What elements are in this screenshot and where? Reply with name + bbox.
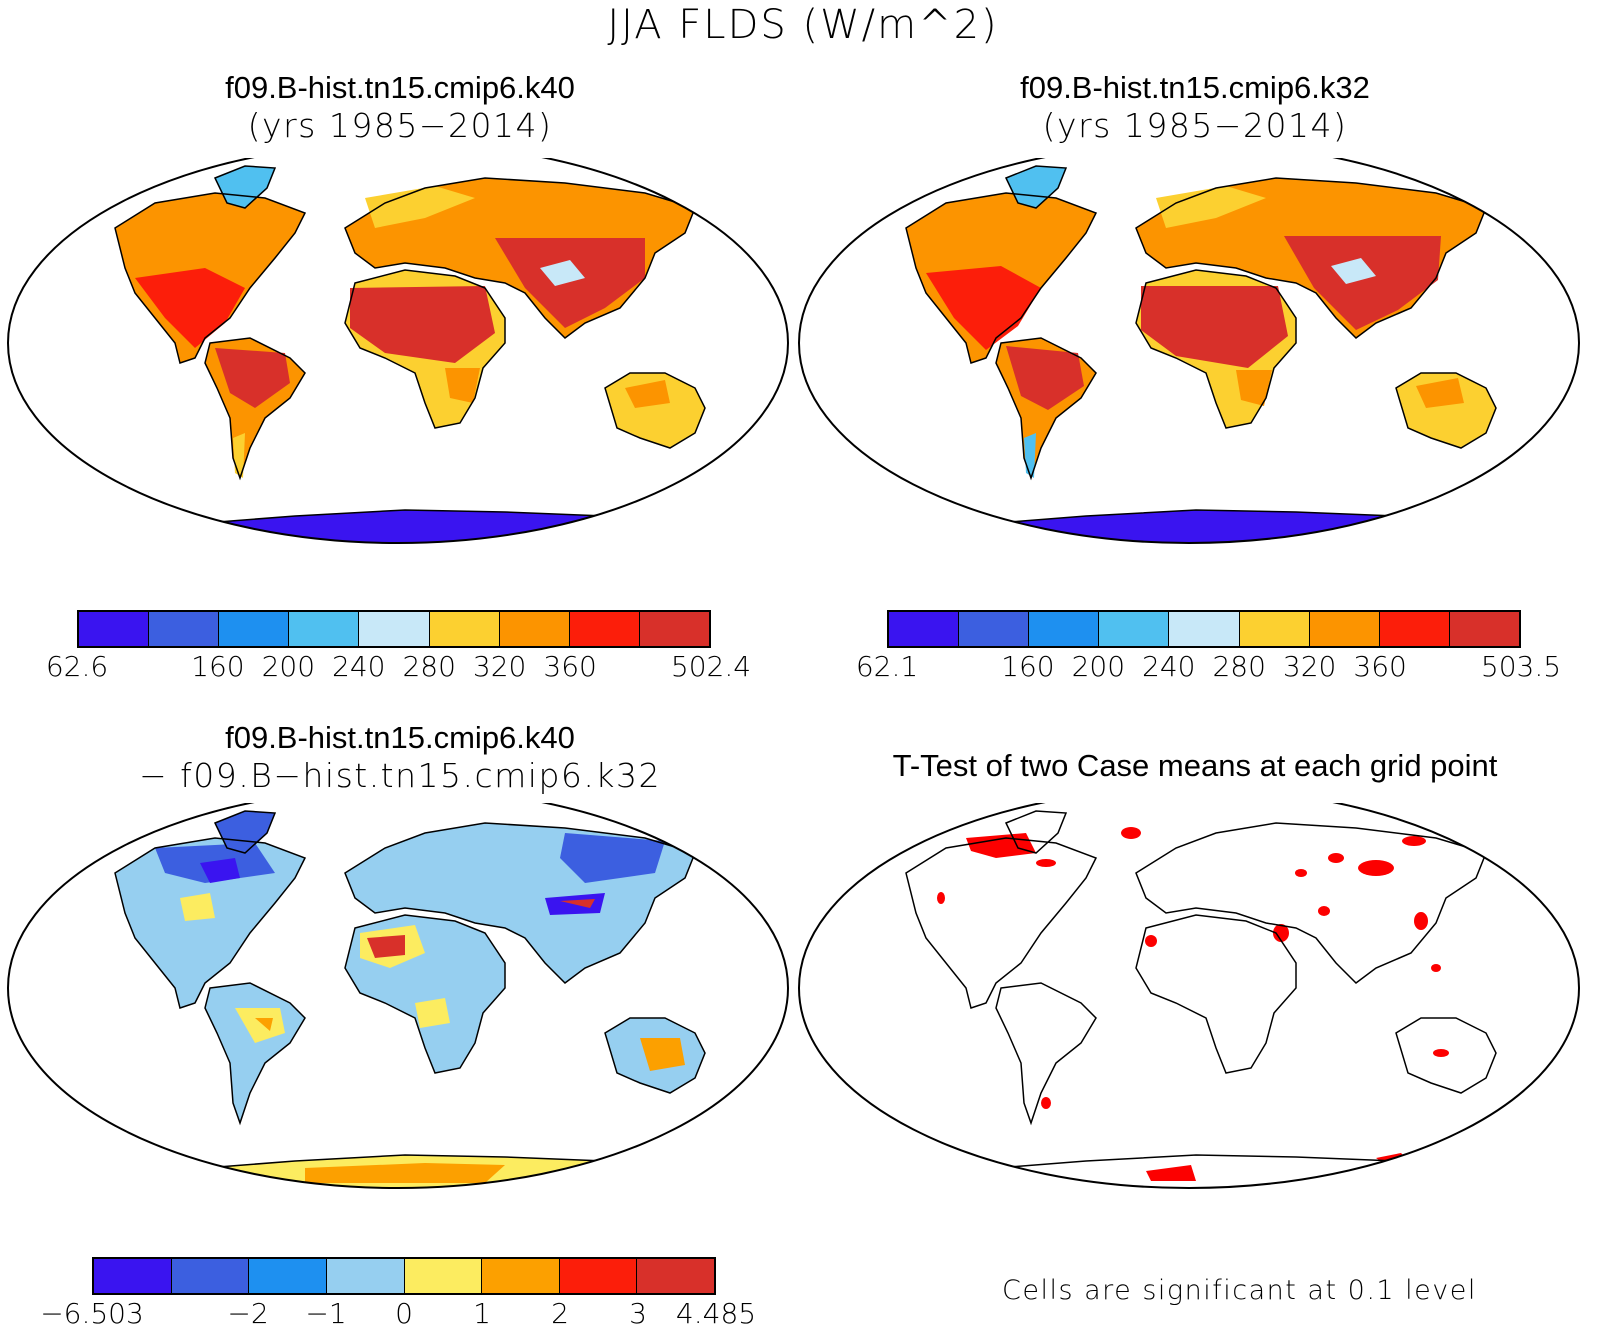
panel-k32-title-line2: (yrs 1985−2014) xyxy=(1042,106,1348,145)
colorbar-tick-label: 280 xyxy=(402,650,456,683)
colorbar-tick-label: −1 xyxy=(305,1297,347,1330)
colorbar-tick-label: 160 xyxy=(1001,650,1055,683)
colorbar-swatch xyxy=(1379,612,1450,646)
colorbar-swatch xyxy=(1239,612,1310,646)
colorbar-swatch xyxy=(149,612,220,646)
colorbar-tick-label: 502.4 xyxy=(670,650,752,683)
colorbar-swatch xyxy=(637,1259,714,1293)
figure-title: JJA FLDS (W/m^2) xyxy=(607,2,999,48)
colorbar-swatch xyxy=(326,1259,405,1293)
colorbar-tick-label: 200 xyxy=(261,650,316,683)
colorbar-tick-label: 2 xyxy=(551,1297,569,1330)
colorbar-tick-label: 320 xyxy=(1282,650,1337,683)
panel-k40-title: f09.B-hist.tn15.cmip6.k40 (yrs 1985−2014… xyxy=(30,70,770,146)
colorbar-tick-label: 240 xyxy=(1142,650,1196,683)
colorbar-swatch xyxy=(79,612,150,646)
colorbar-swatch xyxy=(94,1259,172,1293)
colorbar-swatch xyxy=(482,1259,560,1293)
significance-note: Cells are significant at 0.1 level xyxy=(1002,1275,1477,1306)
map-k32 xyxy=(798,158,1580,544)
panel-diff-title-line1: f09.B-hist.tn15.cmip6.k40 xyxy=(225,720,575,755)
colorbar-swatch xyxy=(171,1259,250,1293)
colorbar-tick-label: 360 xyxy=(543,650,597,683)
colorbar-swatch xyxy=(959,612,1030,646)
colorbar-tick-label: 4.485 xyxy=(675,1297,757,1330)
colorbar-tick-label: 200 xyxy=(1071,650,1126,683)
colorbar-swatch xyxy=(219,612,290,646)
colorbar-swatch xyxy=(569,612,640,646)
colorbar-swatch xyxy=(559,1259,638,1293)
colorbar-tick-label: 1 xyxy=(473,1297,491,1330)
colorbar-tick-label: 280 xyxy=(1212,650,1266,683)
colorbar-swatch xyxy=(1029,612,1100,646)
colorbar-tick-label: −2 xyxy=(227,1297,269,1330)
colorbar-tick-label: 503.5 xyxy=(1480,650,1562,683)
colorbar-swatch xyxy=(1309,612,1380,646)
panel-ttest-title-line1: T-Test of two Case means at each grid po… xyxy=(892,748,1498,783)
panel-k32-title-line1: f09.B-hist.tn15.cmip6.k32 xyxy=(1020,70,1370,105)
colorbar-tick-label: 62.1 xyxy=(855,650,919,683)
colorbar-swatch xyxy=(359,612,430,646)
panel-k40-title-line2: (yrs 1985−2014) xyxy=(247,106,553,145)
colorbar-tick-label: 3 xyxy=(629,1297,647,1330)
colorbar-tick-label: 62.6 xyxy=(45,650,109,683)
colorbar-diff xyxy=(92,1257,716,1295)
colorbar-k40 xyxy=(77,610,711,648)
colorbar-swatch xyxy=(249,1259,327,1293)
colorbar-tick-label: 160 xyxy=(191,650,245,683)
colorbar-tick-label: 240 xyxy=(332,650,386,683)
colorbar-tick-label: −6.503 xyxy=(40,1297,144,1330)
panel-k32-title: f09.B-hist.tn15.cmip6.k32 (yrs 1985−2014… xyxy=(820,70,1570,146)
colorbar-tick-label: 320 xyxy=(472,650,527,683)
colorbar-swatch xyxy=(1169,612,1240,646)
colorbar-swatch xyxy=(289,612,360,646)
colorbar-tick-label: 360 xyxy=(1353,650,1407,683)
map-diff xyxy=(7,803,789,1189)
panel-k40-title-line1: f09.B-hist.tn15.cmip6.k40 xyxy=(225,70,575,105)
colorbar-swatch xyxy=(639,612,709,646)
map-ttest xyxy=(798,803,1580,1189)
colorbar-swatch xyxy=(499,612,570,646)
panel-ttest-title: T-Test of two Case means at each grid po… xyxy=(820,748,1570,784)
colorbar-swatch xyxy=(889,612,960,646)
colorbar-swatch xyxy=(1449,612,1519,646)
panel-diff-title: f09.B-hist.tn15.cmip6.k40 − f09.B−hist.t… xyxy=(30,720,770,796)
colorbar-swatch xyxy=(404,1259,483,1293)
colorbar-swatch xyxy=(429,612,500,646)
colorbar-tick-label: 0 xyxy=(395,1297,413,1330)
panel-diff-title-line2: − f09.B−hist.tn15.cmip6.k32 xyxy=(138,756,662,795)
colorbar-swatch xyxy=(1099,612,1170,646)
map-k40 xyxy=(7,158,789,544)
colorbar-k32 xyxy=(887,610,1521,648)
